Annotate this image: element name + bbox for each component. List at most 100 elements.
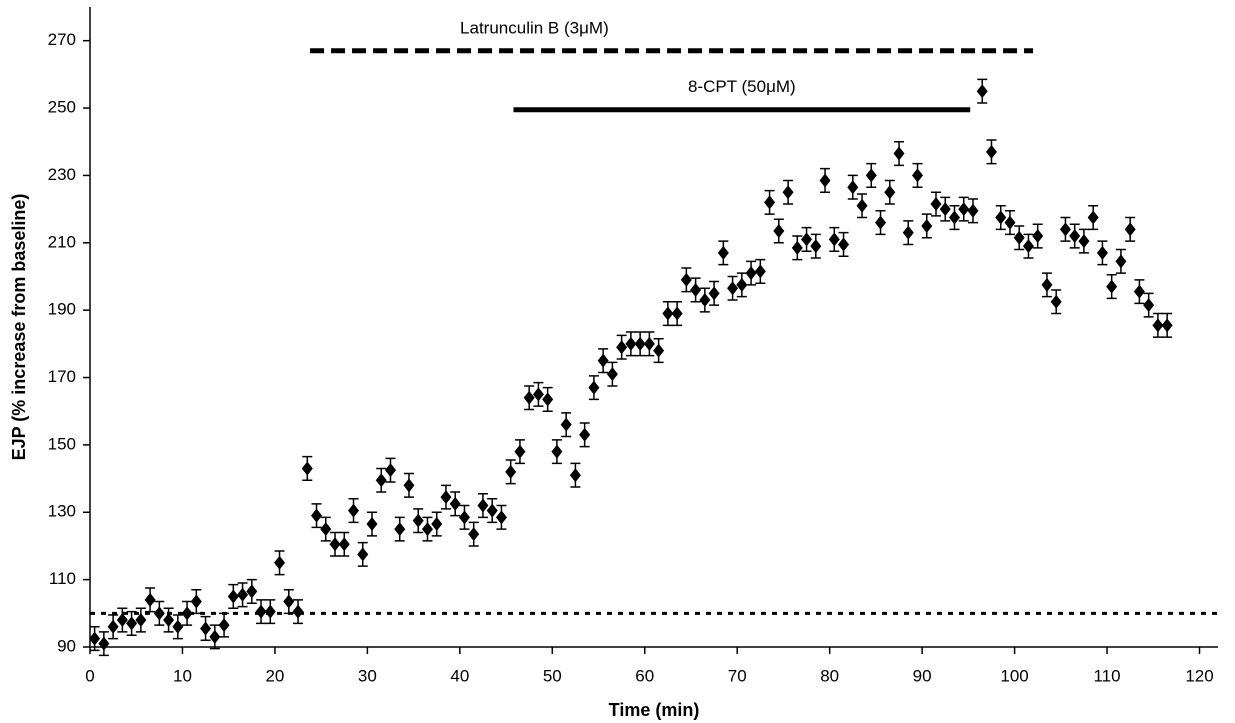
data-point xyxy=(856,198,868,213)
data-point xyxy=(357,547,369,562)
x-tick-label: 50 xyxy=(543,666,562,685)
data-point xyxy=(495,510,507,525)
y-tick-label: 170 xyxy=(48,367,76,386)
data-point xyxy=(542,392,554,407)
data-point xyxy=(708,286,720,301)
data-point xyxy=(200,621,212,636)
data-point xyxy=(190,594,202,609)
data-point xyxy=(893,146,905,161)
data-point xyxy=(634,336,646,351)
data-point xyxy=(144,592,156,607)
data-point xyxy=(606,367,618,382)
x-tick-label: 0 xyxy=(85,666,94,685)
x-tick-label: 80 xyxy=(820,666,839,685)
data-point xyxy=(875,215,887,230)
data-point xyxy=(523,390,535,405)
data-point xyxy=(579,427,591,442)
data-point xyxy=(348,503,360,518)
y-axis-title: EJP (% increase from baseline) xyxy=(9,194,29,461)
data-point xyxy=(329,537,341,552)
data-point xyxy=(736,277,748,292)
data-point xyxy=(116,613,128,628)
data-point xyxy=(569,468,581,483)
data-point xyxy=(126,616,138,631)
data-point xyxy=(107,619,119,634)
data-point xyxy=(403,478,415,493)
data-point xyxy=(1124,222,1136,237)
data-point xyxy=(274,555,286,570)
data-point xyxy=(1013,230,1025,245)
data-point xyxy=(782,185,794,200)
data-point xyxy=(98,636,110,651)
data-point xyxy=(366,517,378,532)
data-point xyxy=(375,473,387,488)
data-point xyxy=(958,202,970,217)
y-tick-label: 250 xyxy=(48,98,76,117)
data-point xyxy=(1106,279,1118,294)
line-label: 8-CPT (50μM) xyxy=(688,77,796,96)
data-point xyxy=(680,272,692,287)
data-point xyxy=(311,508,323,523)
data-point xyxy=(301,461,313,476)
data-point xyxy=(717,245,729,260)
data-point xyxy=(338,537,350,552)
data-point xyxy=(320,522,332,537)
data-point xyxy=(89,631,101,646)
data-point xyxy=(449,496,461,511)
data-point xyxy=(1133,284,1145,299)
data-point xyxy=(902,225,914,240)
y-tick-label: 230 xyxy=(48,165,76,184)
data-point xyxy=(255,604,267,619)
data-point xyxy=(1078,234,1090,249)
x-tick-label: 40 xyxy=(450,666,469,685)
data-point xyxy=(791,240,803,255)
data-point xyxy=(967,203,979,218)
data-point xyxy=(551,444,563,459)
data-point xyxy=(597,353,609,368)
data-point xyxy=(458,510,470,525)
x-tick-label: 120 xyxy=(1185,666,1213,685)
data-point xyxy=(1161,318,1173,333)
data-point xyxy=(163,613,175,628)
data-point xyxy=(1143,298,1155,313)
data-point xyxy=(440,490,452,505)
data-point xyxy=(745,266,757,281)
data-point xyxy=(153,606,165,621)
data-point xyxy=(625,336,637,351)
data-point xyxy=(172,619,184,634)
data-point xyxy=(810,239,822,254)
data-point xyxy=(801,232,813,247)
data-point xyxy=(505,464,517,479)
data-point xyxy=(421,522,433,537)
x-tick-label: 30 xyxy=(358,666,377,685)
data-point xyxy=(616,340,628,355)
data-point xyxy=(948,210,960,225)
y-tick-label: 150 xyxy=(48,434,76,453)
data-point xyxy=(264,604,276,619)
data-point xyxy=(865,168,877,183)
y-tick-label: 190 xyxy=(48,300,76,319)
data-point xyxy=(486,503,498,518)
data-point xyxy=(671,306,683,321)
data-point xyxy=(653,343,665,358)
data-point xyxy=(227,589,239,604)
data-point xyxy=(1059,222,1071,237)
data-point xyxy=(912,168,924,183)
data-point xyxy=(1032,229,1044,244)
data-point xyxy=(662,306,674,321)
y-tick-label: 90 xyxy=(57,636,76,655)
data-point xyxy=(412,513,424,528)
data-point xyxy=(1050,294,1062,309)
data-point xyxy=(431,517,443,532)
data-point xyxy=(237,587,249,602)
x-axis-title: Time (min) xyxy=(609,700,700,720)
data-point xyxy=(1069,229,1081,244)
data-point xyxy=(930,197,942,212)
data-point xyxy=(976,84,988,99)
y-tick-label: 210 xyxy=(48,232,76,251)
y-tick-label: 130 xyxy=(48,502,76,521)
data-point xyxy=(985,144,997,159)
data-point xyxy=(560,417,572,432)
data-point xyxy=(181,606,193,621)
